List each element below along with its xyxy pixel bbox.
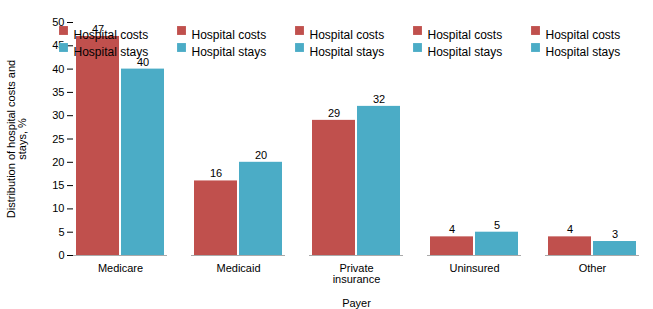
svg-text:5: 5: [58, 226, 64, 238]
svg-text:20: 20: [255, 149, 267, 161]
svg-text:Hospital costs: Hospital costs: [192, 28, 267, 42]
svg-text:Hospital costs: Hospital costs: [74, 28, 149, 42]
svg-text:Medicaid: Medicaid: [216, 262, 260, 274]
svg-text:40: 40: [52, 63, 64, 75]
svg-text:Payer: Payer: [342, 297, 371, 309]
svg-text:Other: Other: [579, 262, 607, 274]
svg-text:20: 20: [52, 156, 64, 168]
svg-text:Hospital costs: Hospital costs: [428, 28, 503, 42]
svg-text:16: 16: [210, 167, 222, 179]
svg-text:4: 4: [449, 223, 455, 235]
svg-text:Hospital stays: Hospital stays: [192, 45, 267, 59]
svg-text:45: 45: [52, 39, 65, 52]
svg-text:10: 10: [52, 202, 64, 214]
svg-text:3: 3: [612, 228, 618, 240]
svg-text:Uninsured: Uninsured: [449, 262, 499, 274]
svg-text:25: 25: [52, 133, 64, 145]
svg-text:50: 50: [52, 16, 65, 28]
svg-text:Hospital costs: Hospital costs: [546, 28, 621, 42]
svg-text:Hospital costs: Hospital costs: [310, 28, 385, 42]
svg-text:32: 32: [373, 93, 385, 105]
svg-text:Hospital stays: Hospital stays: [74, 45, 149, 59]
svg-text:35: 35: [52, 86, 64, 98]
svg-text:4: 4: [567, 223, 573, 235]
svg-text:0: 0: [58, 249, 64, 261]
svg-text:40: 40: [136, 55, 150, 68]
svg-text:Hospital stays: Hospital stays: [428, 45, 503, 59]
svg-text:15: 15: [52, 179, 64, 191]
svg-text:30: 30: [52, 109, 64, 121]
svg-text:Distribution of hospital costs: Distribution of hospital costs andstays,…: [5, 60, 28, 218]
svg-text:Privateinsurance: Privateinsurance: [333, 262, 381, 285]
svg-text:Hospital stays: Hospital stays: [546, 45, 621, 59]
svg-text:29: 29: [328, 107, 340, 119]
svg-text:5: 5: [494, 219, 500, 231]
svg-text:Hospital stays: Hospital stays: [310, 45, 385, 59]
svg-text:Medicare: Medicare: [98, 262, 143, 274]
